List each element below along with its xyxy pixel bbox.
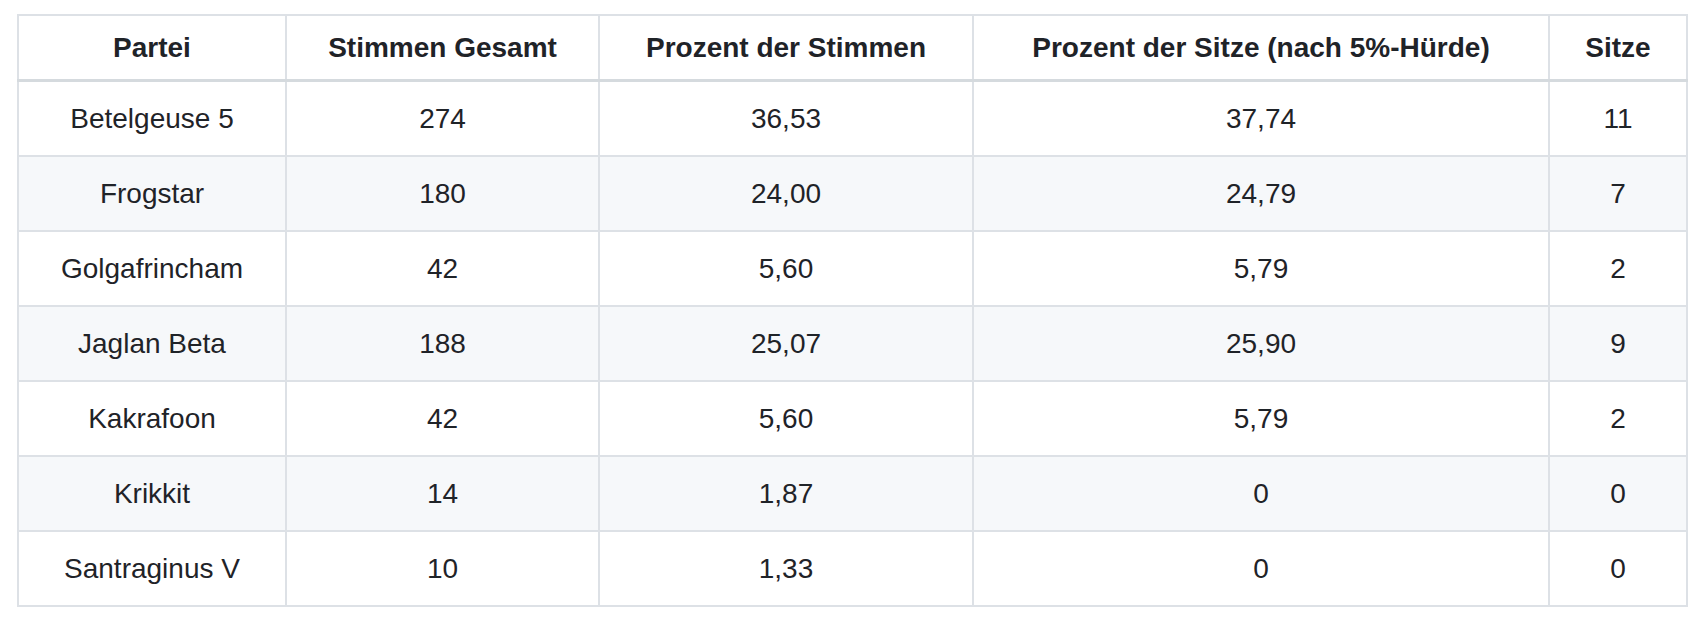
cell-sitze: 0 xyxy=(1549,531,1687,606)
cell-prozent-sitze: 5,79 xyxy=(973,231,1549,306)
cell-prozent-stimmen: 5,60 xyxy=(599,231,973,306)
table-row: Betelgeuse 5 274 36,53 37,74 11 xyxy=(18,81,1687,157)
cell-sitze: 7 xyxy=(1549,156,1687,231)
cell-prozent-stimmen: 5,60 xyxy=(599,381,973,456)
cell-prozent-sitze: 24,79 xyxy=(973,156,1549,231)
cell-partei: Betelgeuse 5 xyxy=(18,81,286,157)
table-header-row: Partei Stimmen Gesamt Prozent der Stimme… xyxy=(18,15,1687,81)
page-content: Partei Stimmen Gesamt Prozent der Stimme… xyxy=(0,0,1698,607)
cell-prozent-stimmen: 25,07 xyxy=(599,306,973,381)
column-header-prozent-stimmen: Prozent der Stimmen xyxy=(599,15,973,81)
cell-partei: Santraginus V xyxy=(18,531,286,606)
column-header-partei: Partei xyxy=(18,15,286,81)
table-row: Golgafrincham 42 5,60 5,79 2 xyxy=(18,231,1687,306)
cell-stimmen-gesamt: 180 xyxy=(286,156,599,231)
cell-partei: Jaglan Beta xyxy=(18,306,286,381)
cell-stimmen-gesamt: 10 xyxy=(286,531,599,606)
cell-sitze: 2 xyxy=(1549,381,1687,456)
cell-stimmen-gesamt: 14 xyxy=(286,456,599,531)
cell-prozent-sitze: 0 xyxy=(973,456,1549,531)
cell-sitze: 11 xyxy=(1549,81,1687,157)
table-row: Frogstar 180 24,00 24,79 7 xyxy=(18,156,1687,231)
cell-prozent-stimmen: 1,33 xyxy=(599,531,973,606)
election-results-table: Partei Stimmen Gesamt Prozent der Stimme… xyxy=(17,14,1688,607)
cell-stimmen-gesamt: 274 xyxy=(286,81,599,157)
cell-prozent-sitze: 0 xyxy=(973,531,1549,606)
cell-partei: Golgafrincham xyxy=(18,231,286,306)
column-header-prozent-sitze: Prozent der Sitze (nach 5%-Hürde) xyxy=(973,15,1549,81)
cell-prozent-stimmen: 36,53 xyxy=(599,81,973,157)
cell-sitze: 2 xyxy=(1549,231,1687,306)
table-row: Jaglan Beta 188 25,07 25,90 9 xyxy=(18,306,1687,381)
cell-stimmen-gesamt: 188 xyxy=(286,306,599,381)
table-row: Santraginus V 10 1,33 0 0 xyxy=(18,531,1687,606)
cell-stimmen-gesamt: 42 xyxy=(286,381,599,456)
column-header-stimmen-gesamt: Stimmen Gesamt xyxy=(286,15,599,81)
cell-prozent-sitze: 5,79 xyxy=(973,381,1549,456)
table-row: Krikkit 14 1,87 0 0 xyxy=(18,456,1687,531)
cell-partei: Krikkit xyxy=(18,456,286,531)
cell-partei: Frogstar xyxy=(18,156,286,231)
cell-prozent-stimmen: 1,87 xyxy=(599,456,973,531)
cell-stimmen-gesamt: 42 xyxy=(286,231,599,306)
cell-prozent-sitze: 25,90 xyxy=(973,306,1549,381)
cell-prozent-sitze: 37,74 xyxy=(973,81,1549,157)
table-row: Kakrafoon 42 5,60 5,79 2 xyxy=(18,381,1687,456)
cell-prozent-stimmen: 24,00 xyxy=(599,156,973,231)
column-header-sitze: Sitze xyxy=(1549,15,1687,81)
cell-sitze: 0 xyxy=(1549,456,1687,531)
cell-sitze: 9 xyxy=(1549,306,1687,381)
cell-partei: Kakrafoon xyxy=(18,381,286,456)
